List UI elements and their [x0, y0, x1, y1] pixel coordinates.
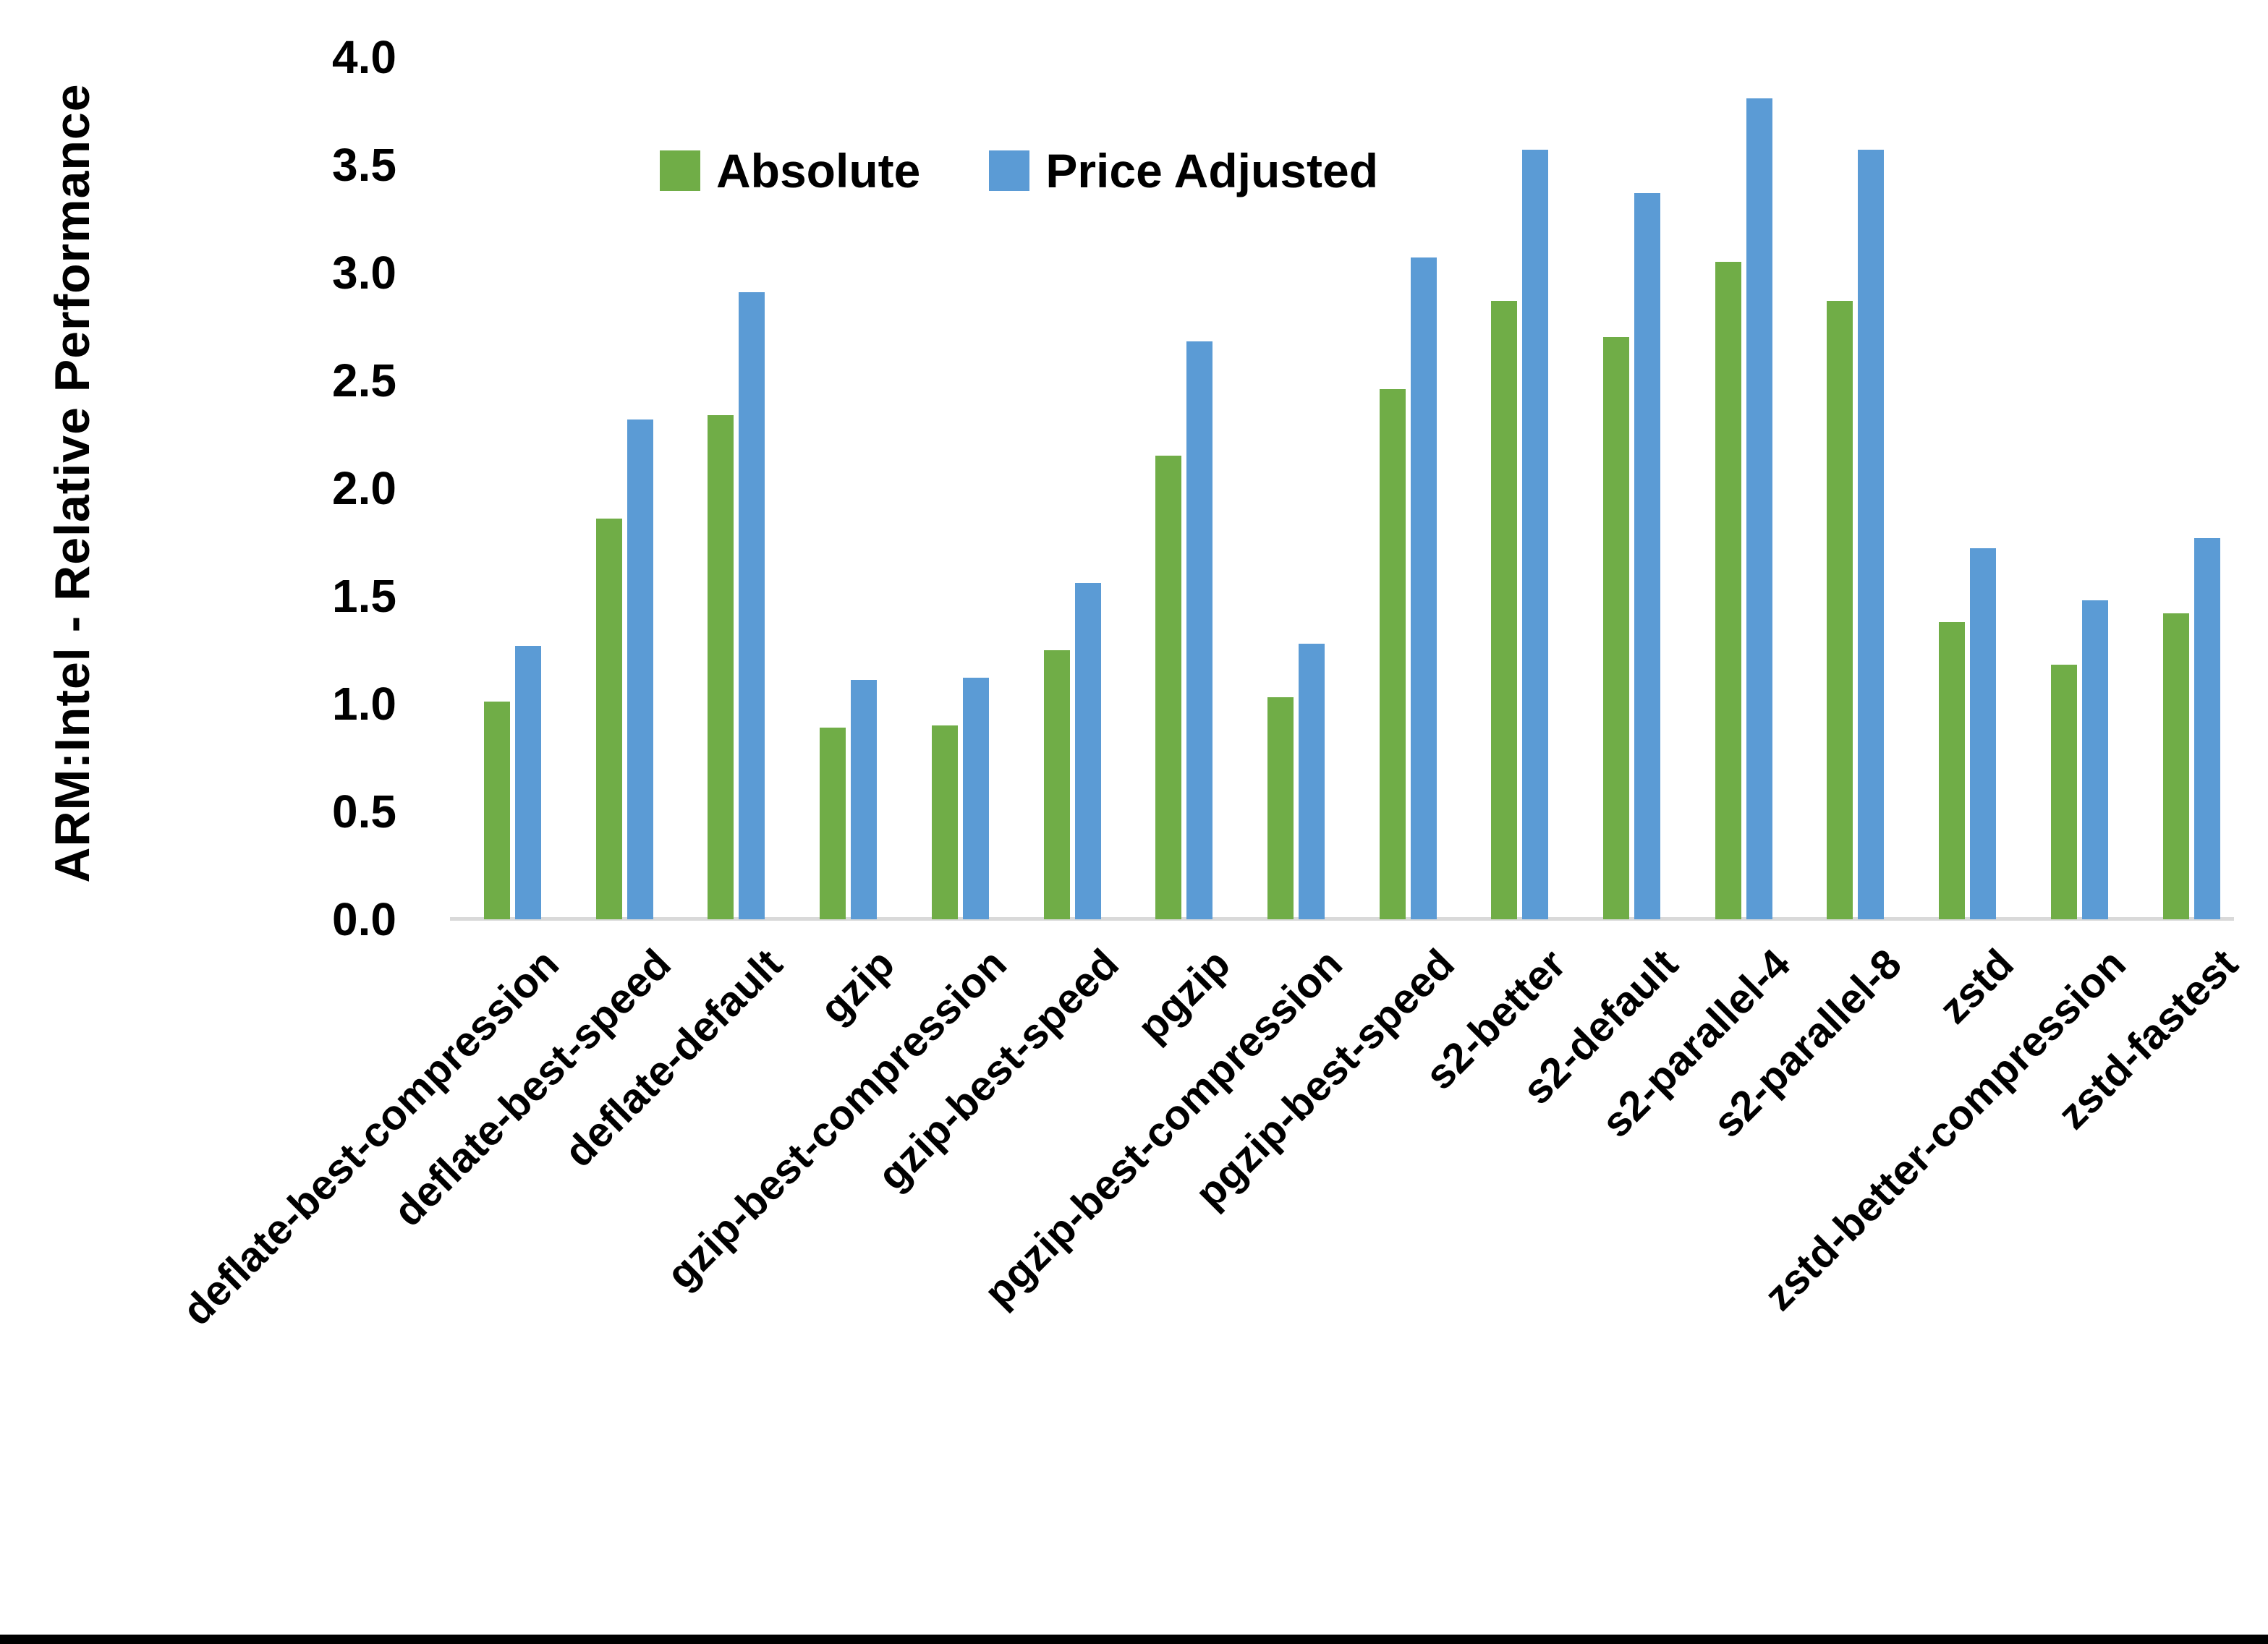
bar-absolute	[1715, 262, 1741, 919]
y-tick-label: 1.0	[332, 678, 396, 730]
x-axis-label: pgzip	[1129, 940, 1240, 1051]
bar-absolute	[2162, 613, 2189, 919]
x-axis-label: gzip	[810, 940, 904, 1033]
bar-absolute	[484, 702, 510, 919]
y-tick-label: 2.0	[332, 462, 396, 514]
bar-price-adjusted	[2081, 600, 2108, 919]
y-tick-label: 4.0	[332, 31, 396, 83]
bar-price-adjusted	[1858, 150, 1885, 919]
bar-absolute	[2050, 665, 2077, 919]
bar-price-adjusted	[1074, 583, 1101, 919]
y-tick-label: 3.5	[332, 139, 396, 191]
bar-absolute	[1939, 621, 1966, 919]
bar-absolute	[820, 727, 846, 919]
bar-absolute	[708, 414, 734, 919]
bar-price-adjusted	[627, 419, 653, 919]
bar-price-adjusted	[1410, 257, 1437, 919]
bar-price-adjusted	[962, 678, 989, 919]
bar-absolute	[1827, 300, 1853, 919]
y-tick-label: 2.5	[332, 354, 396, 406]
legend: Absolute Price Adjusted	[660, 147, 1378, 195]
legend-label-absolute: Absolute	[716, 144, 921, 197]
bar-absolute	[1155, 456, 1182, 919]
bar-price-adjusted	[851, 680, 878, 919]
bar-absolute	[1043, 649, 1070, 919]
bar-absolute	[595, 518, 622, 919]
bar-price-adjusted	[1634, 192, 1660, 919]
bar-price-adjusted	[1970, 548, 1997, 919]
legend-swatch-absolute-icon	[660, 150, 700, 191]
bar-absolute	[1267, 697, 1294, 919]
legend-item-price-adjusted: Price Adjusted	[989, 147, 1378, 195]
y-tick-label: 0.5	[332, 785, 396, 838]
legend-label-price-adjusted: Price Adjusted	[1045, 144, 1379, 197]
bar-absolute	[1379, 388, 1406, 919]
bar-price-adjusted	[2193, 537, 2220, 919]
x-axis-line	[450, 917, 2234, 921]
bar-absolute	[1491, 300, 1518, 919]
legend-item-absolute: Absolute	[660, 147, 920, 195]
legend-swatch-price-adjusted-icon	[989, 150, 1030, 191]
bar-price-adjusted	[1522, 150, 1549, 919]
y-tick-label: 0.0	[332, 893, 396, 945]
bar-absolute	[1603, 337, 1629, 919]
y-tick-label: 3.0	[332, 247, 396, 299]
y-tick-label: 1.5	[332, 570, 396, 622]
bar-absolute	[931, 725, 958, 919]
bar-price-adjusted	[1298, 643, 1325, 919]
bar-price-adjusted	[1746, 98, 1772, 919]
bar-price-adjusted	[515, 645, 541, 919]
bar-price-adjusted	[1186, 341, 1213, 919]
bottom-border	[0, 1635, 2268, 1644]
x-axis-label: zstd	[1929, 940, 2023, 1033]
bar-price-adjusted	[739, 291, 765, 919]
